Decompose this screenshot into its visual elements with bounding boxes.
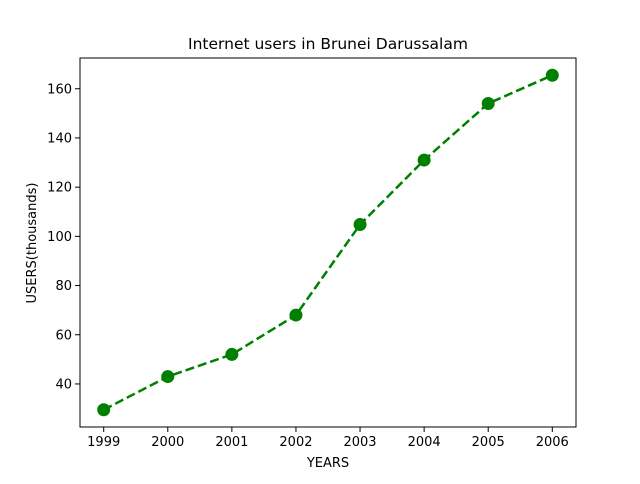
series-line bbox=[103, 74, 553, 411]
data-point-marker bbox=[225, 347, 239, 361]
plot-area bbox=[97, 68, 559, 417]
y-tick-label: 60 bbox=[55, 328, 72, 343]
y-tick-label: 80 bbox=[55, 279, 72, 294]
x-axis: 1999 2000 2001 2002 2003 2004 2005 2006 bbox=[87, 427, 569, 450]
x-tick-label: 2005 bbox=[472, 435, 505, 450]
y-tick-label: 160 bbox=[47, 82, 72, 97]
data-point-marker bbox=[481, 97, 495, 111]
y-tick-label: 100 bbox=[47, 230, 72, 245]
data-point-marker bbox=[545, 68, 559, 82]
data-point-marker bbox=[97, 403, 111, 417]
x-tick-label: 2006 bbox=[536, 435, 569, 450]
data-point-marker bbox=[289, 308, 303, 322]
x-tick-label: 2000 bbox=[151, 435, 184, 450]
plot-frame bbox=[79, 57, 577, 428]
y-tick-label: 40 bbox=[55, 377, 72, 392]
x-axis-label: YEARS bbox=[306, 456, 349, 471]
x-tick-label: 1999 bbox=[87, 435, 120, 450]
data-point-marker bbox=[161, 370, 175, 384]
y-tick-label: 120 bbox=[47, 181, 72, 196]
data-point-marker bbox=[353, 218, 367, 232]
chart-title: Internet users in Brunei Darussalam bbox=[188, 35, 468, 53]
x-tick-label: 2003 bbox=[343, 435, 376, 450]
x-tick-label: 2001 bbox=[215, 435, 248, 450]
y-tick-label: 140 bbox=[47, 131, 72, 146]
x-tick-label: 2004 bbox=[408, 435, 441, 450]
y-axis: 40 60 80 100 120 140 160 bbox=[47, 82, 80, 392]
x-tick-label: 2002 bbox=[279, 435, 312, 450]
data-point-marker bbox=[417, 153, 431, 167]
y-axis-label: USERS(thousands) bbox=[25, 183, 40, 304]
